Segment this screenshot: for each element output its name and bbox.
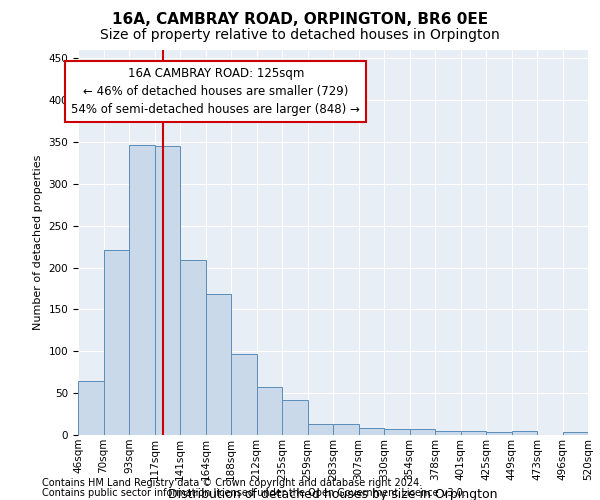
- Bar: [231, 354, 257, 435]
- Bar: [129, 146, 155, 435]
- Bar: [104, 250, 129, 435]
- Bar: [180, 260, 205, 435]
- Text: Contains HM Land Registry data © Crown copyright and database right 2024.: Contains HM Land Registry data © Crown c…: [42, 478, 422, 488]
- Bar: [78, 380, 104, 435]
- Bar: [384, 429, 409, 435]
- Text: Size of property relative to detached houses in Orpington: Size of property relative to detached ho…: [100, 28, 500, 42]
- Bar: [435, 431, 461, 435]
- Bar: [308, 424, 333, 435]
- Bar: [511, 431, 537, 435]
- Bar: [205, 294, 231, 435]
- Text: 16A CAMBRAY ROAD: 125sqm
← 46% of detached houses are smaller (729)
54% of semi-: 16A CAMBRAY ROAD: 125sqm ← 46% of detach…: [71, 68, 360, 116]
- Bar: [333, 424, 359, 435]
- Y-axis label: Number of detached properties: Number of detached properties: [33, 155, 43, 330]
- Bar: [486, 432, 511, 435]
- Bar: [155, 146, 180, 435]
- X-axis label: Distribution of detached houses by size in Orpington: Distribution of detached houses by size …: [168, 488, 498, 500]
- Bar: [563, 432, 588, 435]
- Bar: [257, 388, 282, 435]
- Bar: [282, 400, 308, 435]
- Bar: [359, 428, 384, 435]
- Bar: [461, 431, 486, 435]
- Bar: [409, 429, 435, 435]
- Text: Contains public sector information licensed under the Open Government Licence v3: Contains public sector information licen…: [42, 488, 466, 498]
- Text: 16A, CAMBRAY ROAD, ORPINGTON, BR6 0EE: 16A, CAMBRAY ROAD, ORPINGTON, BR6 0EE: [112, 12, 488, 28]
